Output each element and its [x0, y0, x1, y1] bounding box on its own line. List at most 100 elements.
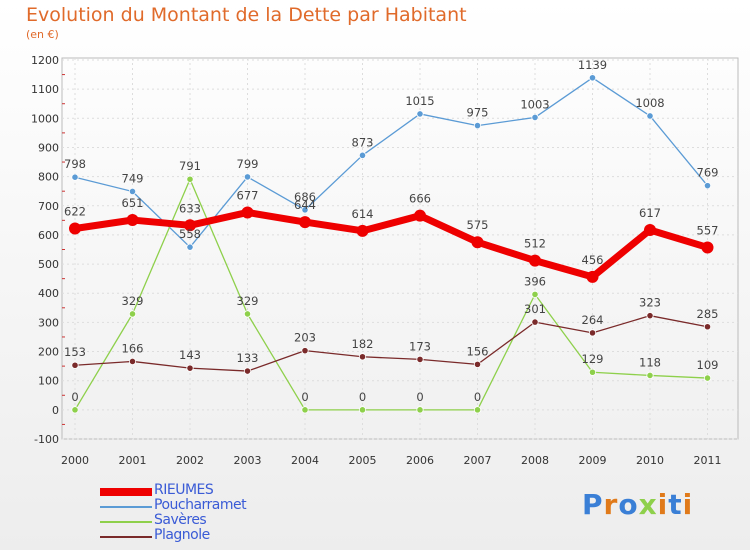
data-label: 173 — [409, 339, 431, 353]
data-point — [71, 361, 79, 369]
data-point — [703, 323, 712, 331]
y-tick-label: 700 — [38, 200, 59, 213]
data-point — [588, 74, 597, 82]
data-label: 264 — [582, 313, 604, 327]
series-line-poucharramet — [74, 77, 709, 248]
data-point — [703, 182, 712, 190]
data-label: 156 — [467, 344, 489, 358]
data-point — [414, 209, 426, 222]
legend-swatch-rieumes — [100, 487, 152, 496]
legend-swatch-poucharramet — [100, 505, 152, 508]
data-point — [186, 243, 194, 251]
x-tick-label: 2000 — [61, 454, 89, 467]
data-label: 512 — [524, 237, 546, 251]
logo-letter: i — [682, 488, 694, 521]
x-tick-label: 2009 — [579, 454, 607, 467]
x-tick-label: 2005 — [349, 454, 377, 467]
legend-item-poucharramet: Poucharramet — [100, 497, 360, 514]
data-label: 749 — [122, 171, 144, 185]
y-tick-label: 200 — [38, 346, 59, 359]
data-label: 622 — [64, 205, 86, 219]
y-tick-label: 300 — [38, 316, 59, 329]
data-label: 396 — [524, 274, 546, 288]
data-label: 651 — [122, 196, 144, 210]
data-label: 617 — [639, 206, 661, 220]
y-tick-label: 1200 — [31, 54, 59, 67]
data-label: 1003 — [520, 97, 549, 111]
data-label: 166 — [122, 341, 144, 355]
data-point — [531, 290, 539, 298]
logo-letter: x — [638, 488, 658, 521]
data-point — [301, 206, 309, 214]
data-label: 285 — [697, 307, 719, 321]
series-line-rieumes — [74, 208, 709, 281]
data-label: 0 — [71, 390, 78, 404]
y-tick-label: 1100 — [31, 83, 59, 96]
data-label: 0 — [474, 390, 481, 404]
legend-swatch-plagnole — [100, 535, 152, 538]
data-point — [703, 374, 712, 382]
data-point — [243, 367, 252, 375]
data-point — [358, 151, 367, 159]
data-label: 1015 — [405, 94, 434, 108]
data-label: 301 — [524, 302, 546, 316]
legend-item-saveres: Savères — [100, 512, 360, 529]
legend: RIEUMES Poucharramet Savères Plagnole — [100, 482, 360, 544]
data-label: 143 — [179, 348, 201, 362]
data-point — [71, 406, 79, 414]
data-point — [529, 254, 541, 267]
data-label: 323 — [639, 296, 661, 310]
data-point — [126, 214, 139, 227]
logo-letter: o — [618, 488, 639, 521]
y-tick-label: 100 — [38, 375, 59, 388]
x-tick-label: 2003 — [234, 454, 262, 467]
data-label: 1008 — [635, 96, 664, 110]
data-point — [128, 187, 137, 196]
data-label: 575 — [467, 218, 489, 232]
data-label: 129 — [582, 352, 604, 366]
data-label: 644 — [294, 198, 316, 212]
series-line-plagnole — [74, 315, 708, 372]
data-label: 203 — [294, 331, 316, 345]
data-point — [356, 224, 369, 237]
logo-letter: t — [668, 488, 683, 521]
logo-letter: P — [582, 488, 604, 521]
data-label: 109 — [697, 358, 719, 372]
data-label: 0 — [301, 390, 308, 404]
x-tick-label: 2006 — [406, 454, 434, 467]
data-label: 799 — [237, 157, 259, 171]
data-label: 456 — [582, 253, 604, 267]
x-tick-label: 2008 — [521, 454, 549, 467]
data-point — [586, 270, 599, 283]
data-point — [241, 206, 254, 219]
data-label: 182 — [352, 337, 374, 351]
logo-letter: r — [603, 488, 619, 521]
y-tick-label: 1000 — [31, 112, 59, 125]
data-label: 558 — [179, 227, 201, 241]
data-label: 118 — [639, 355, 661, 369]
data-label: 686 — [294, 190, 316, 204]
data-point — [588, 329, 597, 337]
data-label: 329 — [237, 294, 259, 308]
data-label: 1139 — [578, 58, 607, 72]
data-label: 557 — [697, 223, 719, 237]
data-point — [646, 112, 654, 120]
legend-swatch-saveres — [100, 520, 152, 523]
data-point — [184, 219, 196, 232]
data-point — [644, 223, 656, 236]
data-point — [301, 347, 309, 355]
plot-frame — [61, 57, 739, 440]
data-point — [588, 368, 597, 376]
data-label: 153 — [64, 345, 86, 359]
data-point — [186, 175, 194, 183]
data-label: 633 — [179, 201, 201, 215]
data-point — [71, 173, 79, 181]
data-point — [69, 222, 81, 235]
x-tick-label: 2010 — [636, 454, 664, 467]
x-tick-label: 2001 — [119, 454, 147, 467]
data-point — [701, 241, 714, 254]
data-label: 873 — [352, 135, 374, 149]
series-line-savères — [74, 178, 708, 411]
data-label: 677 — [237, 188, 259, 202]
